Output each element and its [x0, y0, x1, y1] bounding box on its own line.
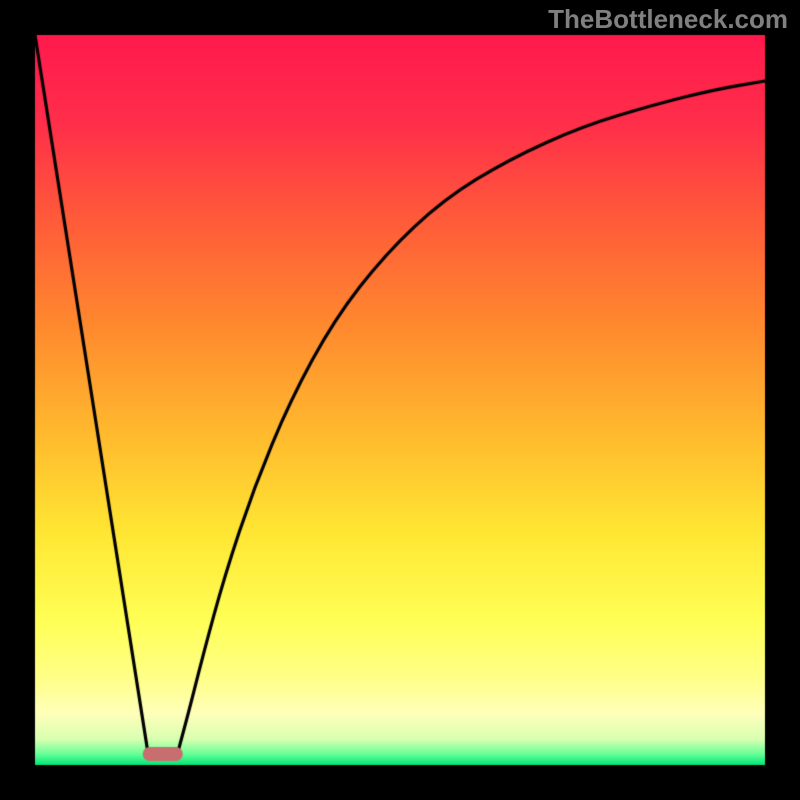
watermark-text: TheBottleneck.com — [548, 4, 788, 35]
bottleneck-chart-canvas — [0, 0, 800, 800]
chart-container: TheBottleneck.com — [0, 0, 800, 800]
